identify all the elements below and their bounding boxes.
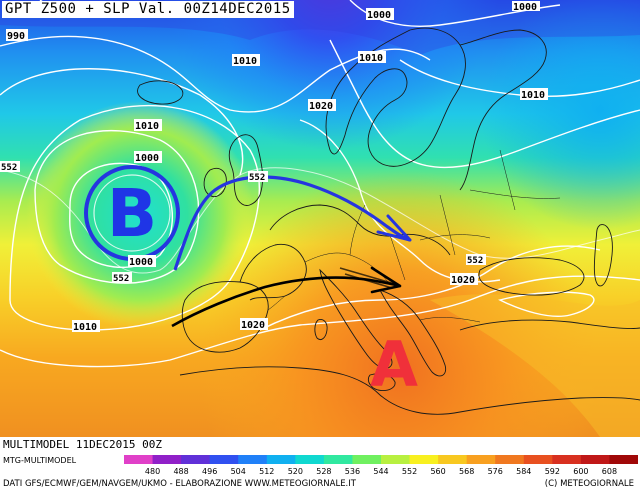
- isobar-label: 1020: [309, 101, 333, 112]
- isobar-label: 1000: [135, 153, 159, 164]
- legend-value: 512: [259, 467, 274, 476]
- legend-swatch: [466, 455, 496, 464]
- legend-swatch: [523, 455, 553, 464]
- isobar-label: 990: [7, 31, 25, 42]
- legend-swatch: [152, 455, 182, 464]
- legend-value: 560: [430, 467, 445, 476]
- isobar-label: 1000: [513, 2, 537, 13]
- isobar-label: 1010: [233, 56, 257, 67]
- isobar-label: 1010: [521, 90, 545, 101]
- legend-swatch: [323, 455, 353, 464]
- legend-value: 544: [373, 467, 388, 476]
- legend-swatch: [266, 455, 296, 464]
- high-letter: A: [370, 328, 418, 401]
- coastlines: [137, 27, 640, 415]
- legend-value: 576: [488, 467, 503, 476]
- legend-swatch: [381, 455, 411, 464]
- legend-swatch: [352, 455, 382, 464]
- isobar-label: 1020: [241, 320, 265, 331]
- map-title: GPT Z500 + SLP Val. 00Z14DEC2015: [2, 1, 294, 18]
- z500-label: 552: [113, 274, 129, 284]
- credits-source: DATI GFS/ECMWF/GEM/NAVGEM/UKMO - ELABORA…: [3, 479, 356, 489]
- legend-swatch: [124, 455, 154, 464]
- low-letter: B: [107, 175, 157, 252]
- legend-value: 520: [288, 467, 303, 476]
- legend-swatch: [438, 455, 468, 464]
- jet-stream-north-arrowhead: [376, 214, 412, 242]
- z500-labels: 552 552 552 552: [0, 161, 486, 284]
- credits-copyright: (C) METEOGIORNALE: [544, 479, 634, 489]
- isobar-label: 1020: [451, 275, 475, 286]
- legend-value: 504: [231, 467, 246, 476]
- legend-value: 600: [573, 467, 588, 476]
- isobar-label: 1010: [135, 121, 159, 132]
- legend-swatch: [181, 455, 211, 464]
- legend-value: 552: [402, 467, 417, 476]
- legend-swatch: [238, 455, 268, 464]
- legend-value: 488: [173, 467, 188, 476]
- legend-swatch: [409, 455, 439, 464]
- weather-map: B A 990 1000 1000 1010 1010 1010 1010 10…: [0, 0, 640, 437]
- legend-value: 528: [316, 467, 331, 476]
- jet-stream-south-arrowhead: [370, 266, 402, 294]
- model-label: MTG-MULTIMODEL: [3, 456, 77, 465]
- color-legend: 480 488 496 504 512 520 528 536 544 552 560 568 576 5…: [124, 455, 638, 476]
- legend-swatch: [295, 455, 325, 464]
- legend-value: 536: [345, 467, 360, 476]
- legend-swatch: [552, 455, 582, 464]
- legend-swatch: [580, 455, 610, 464]
- legend-value: 608: [602, 467, 617, 476]
- isobar-labels: 990 1000 1000 1010 1010 1010 1010 1020 1…: [6, 1, 548, 333]
- isobar-label: 1010: [359, 53, 383, 64]
- legend-value: 584: [516, 467, 531, 476]
- legend-value: 480: [145, 467, 160, 476]
- legend-swatch: [495, 455, 525, 464]
- legend-swatch: [609, 455, 638, 464]
- legend-value: 568: [459, 467, 474, 476]
- legend-swatch: [209, 455, 239, 464]
- isobar-label: 1000: [367, 10, 391, 21]
- isobar-label: 1000: [129, 257, 153, 268]
- isobar-label: 1010: [73, 322, 97, 333]
- jet-stream-north-arrow: [173, 175, 411, 271]
- jet-stream-south-arrow: [171, 276, 401, 328]
- legend-value: 496: [202, 467, 217, 476]
- z500-label: 552: [1, 163, 17, 173]
- z500-label: 552: [467, 256, 483, 266]
- legend-value: 592: [545, 467, 560, 476]
- z500-label: 552: [249, 173, 265, 183]
- run-label: MULTIMODEL 11DEC2015 00Z: [3, 438, 162, 451]
